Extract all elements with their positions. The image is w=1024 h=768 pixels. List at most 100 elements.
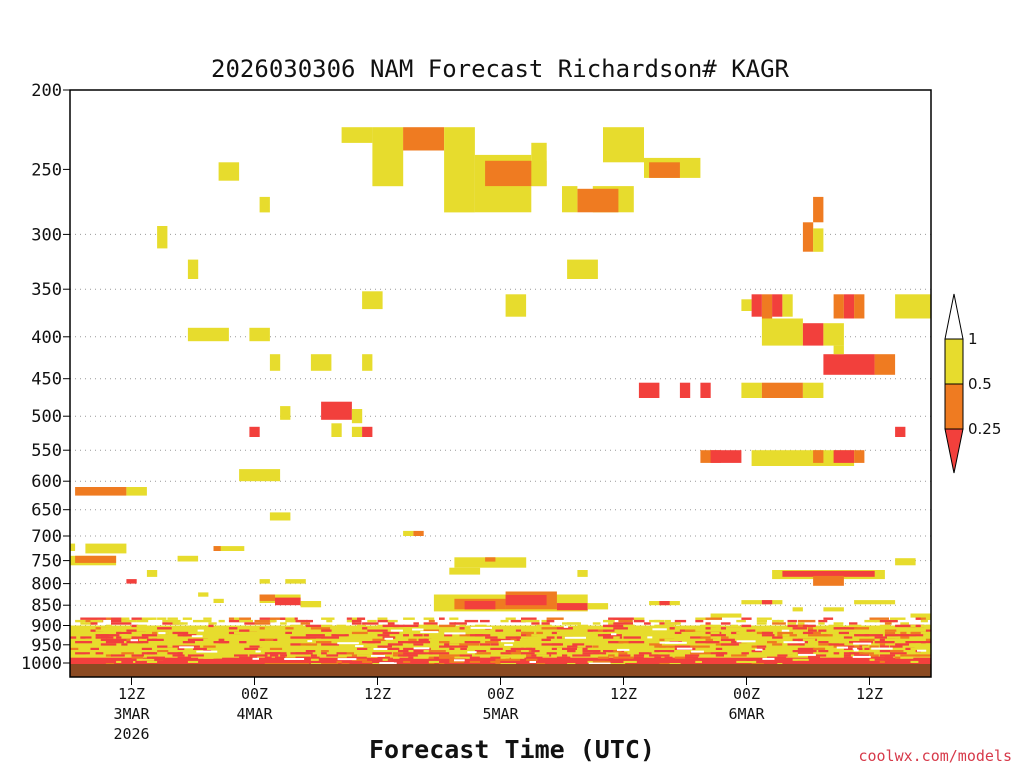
ri-cell	[249, 654, 268, 657]
ri-gap	[691, 650, 704, 653]
y-tick-label: 250	[31, 160, 62, 180]
ri-cell	[111, 647, 122, 650]
ri-cell	[910, 647, 930, 650]
ri-cell	[782, 634, 790, 637]
ri-cell	[808, 629, 817, 632]
ri-cell	[444, 634, 453, 637]
ri-patch	[823, 323, 844, 346]
ri-cell	[280, 654, 287, 657]
ri-cell	[608, 654, 615, 657]
legend-label-0.5: 0.5	[968, 375, 992, 393]
x-axis: 12Z 3MAR 2026 00Z 4MAR 12Z 00Z 5MAR 12Z 00Z 6MAR 12…	[113, 677, 883, 743]
ri-cell	[556, 627, 573, 630]
ri-cell	[439, 656, 459, 659]
ri-cell	[746, 658, 753, 661]
ri-cell	[439, 629, 453, 632]
ri-cell	[715, 654, 724, 657]
ri-cell	[741, 636, 751, 639]
ri-cell	[905, 641, 926, 644]
ri-gap	[197, 629, 204, 632]
ri-cell	[85, 654, 92, 657]
ri-cell	[644, 629, 650, 632]
ri-cell	[157, 627, 172, 630]
ri-cell	[228, 619, 244, 623]
ri-cell	[597, 656, 609, 659]
ri-cell	[157, 634, 166, 637]
ri-patch	[146, 570, 158, 577]
ri-cell	[408, 654, 418, 657]
ri-cell	[459, 634, 470, 637]
ri-patch	[751, 450, 855, 466]
ri-cell	[659, 652, 668, 655]
ri-cell	[449, 660, 465, 663]
ri-cell	[710, 624, 721, 628]
ri-cell	[80, 622, 87, 625]
ri-cell	[884, 631, 897, 635]
ri-patch	[249, 327, 270, 342]
ri-cell	[111, 617, 125, 620]
ri-gap	[529, 661, 536, 663]
ri-cell	[900, 631, 907, 635]
ri-cell	[587, 629, 608, 632]
ri-cell	[105, 624, 112, 628]
ri-cell	[874, 636, 887, 639]
ri-patch	[70, 543, 76, 551]
ri-patch	[198, 592, 209, 597]
ri-cell	[797, 652, 814, 655]
ri-cell	[782, 627, 795, 630]
ri-cell	[187, 658, 205, 661]
ri-cell	[295, 619, 308, 623]
ri-cell	[562, 647, 577, 650]
ri-gap	[762, 657, 775, 660]
ri-cell	[121, 634, 128, 637]
x-tick-label: 12Z	[610, 685, 637, 703]
ri-patch	[449, 567, 481, 575]
ri-cell	[121, 619, 137, 623]
ri-cell	[413, 650, 433, 653]
ri-cell	[357, 647, 371, 650]
ri-cell	[838, 631, 856, 635]
ri-cell	[413, 656, 429, 659]
ri-cell	[818, 650, 829, 653]
ri-cell	[843, 654, 851, 657]
ri-cell	[305, 643, 318, 646]
ri-cell	[377, 656, 386, 659]
ri-cell	[116, 631, 132, 635]
ri-cell	[490, 638, 506, 641]
ri-cell	[244, 658, 264, 661]
ri-cell	[157, 650, 169, 653]
ri-cell	[187, 629, 199, 632]
legend-swatch-orange	[944, 383, 964, 430]
ri-patch	[782, 570, 875, 577]
ri-cell	[659, 645, 666, 648]
ri-cell	[449, 658, 457, 661]
ri-cell	[823, 634, 833, 637]
ri-cell	[80, 636, 92, 639]
ri-cell	[469, 660, 483, 663]
credit-text[interactable]: coolwx.com/models	[858, 747, 1012, 765]
x-tick-label: 4MAR	[236, 705, 273, 723]
ri-cell	[577, 645, 586, 648]
ri-cell	[920, 641, 931, 644]
y-axis: 200 250 300 350 400 450 500 550 600 650 700 750 8008…	[21, 81, 70, 674]
ri-cell	[172, 660, 190, 663]
ri-cell	[285, 617, 295, 620]
ri-cell	[874, 658, 889, 661]
ri-cell	[259, 617, 276, 620]
ri-cell	[413, 622, 419, 625]
ri-gap	[467, 651, 477, 654]
ri-cell	[469, 656, 480, 659]
ri-cell	[828, 631, 835, 635]
ri-cell	[833, 624, 839, 628]
ri-cell	[685, 654, 700, 657]
ri-cell	[116, 638, 133, 641]
ri-cell	[90, 647, 99, 650]
ri-patch	[505, 294, 527, 317]
ri-cell	[234, 654, 248, 657]
ri-cell	[100, 638, 118, 641]
ri-cell	[531, 622, 540, 625]
ri-cell	[751, 650, 762, 653]
ri-cell	[849, 652, 863, 655]
ri-patch	[649, 162, 680, 178]
ri-cell	[633, 617, 645, 620]
